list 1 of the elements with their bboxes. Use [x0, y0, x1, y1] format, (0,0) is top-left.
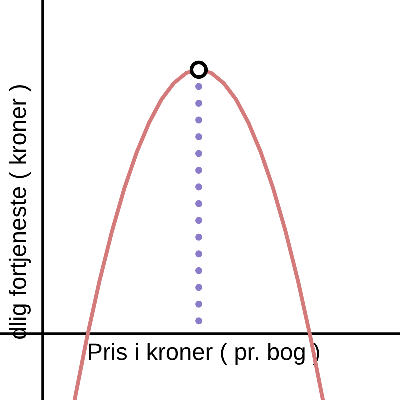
y-axis-title: dlig fortjeneste ( kroner ) — [8, 86, 32, 339]
